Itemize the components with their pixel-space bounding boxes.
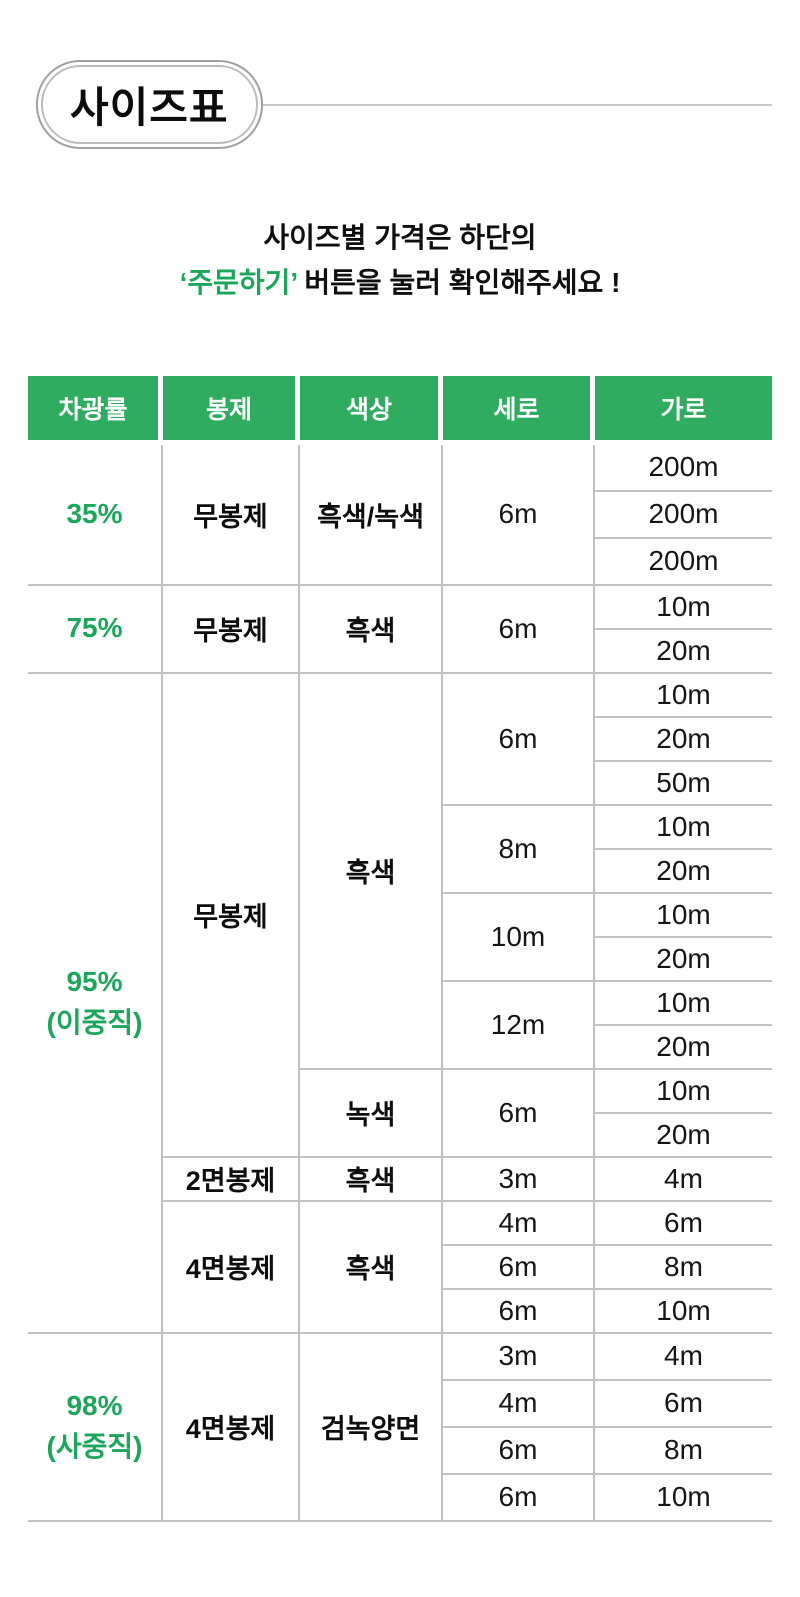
notice-line-2-rest: 버튼을 눌러 확인해주세요 ! <box>297 267 621 299</box>
cell-shade-rate: 98% (사중직) <box>28 1333 163 1522</box>
cell-horizontal: 20m <box>595 1113 772 1158</box>
section-badge-title: 사이즈표 <box>70 84 229 131</box>
table-row: 녹색 6m 10m <box>28 1069 772 1158</box>
cell-horizontal: 200m <box>595 538 772 586</box>
cell-sewing: 무봉제 <box>163 585 300 674</box>
table-row: 10m 10m <box>28 893 772 982</box>
cell-horizontal: 10m <box>595 585 772 630</box>
table-row: 8m 10m <box>28 805 772 894</box>
cell-horizontal: 10m <box>595 1289 772 1334</box>
cell-color: 검녹양면 <box>300 1333 443 1522</box>
cell-horizontal: 10m <box>595 805 772 850</box>
cell-vertical: 4m <box>443 1380 595 1428</box>
cell-vertical: 8m <box>443 805 595 894</box>
cell-vertical: 4m <box>443 1201 595 1246</box>
cell-vertical: 3m <box>443 1333 595 1381</box>
section-header: 사이즈표 <box>0 0 800 149</box>
cell-vertical: 6m <box>443 1069 595 1158</box>
table-row: 20m <box>28 717 772 762</box>
cell-horizontal: 8m <box>595 1245 772 1290</box>
table-row: 95% (이중직) 무봉제 흑색 6m 10m <box>28 673 772 1334</box>
table-row: 20m <box>28 1025 772 1070</box>
cell-color: 흑색 <box>300 673 443 1070</box>
cell-horizontal: 10m <box>595 673 772 718</box>
cell-horizontal: 20m <box>595 849 772 894</box>
cell-horizontal: 10m <box>595 893 772 938</box>
notice-line-2: ‘주문하기’ 버튼을 눌러 확인해주세요 ! <box>0 260 800 305</box>
cell-horizontal: 8m <box>595 1427 772 1475</box>
cell-vertical: 6m <box>443 1474 595 1522</box>
table-row: 4m 6m <box>28 1380 772 1428</box>
notice-text: 사이즈별 가격은 하단의 ‘주문하기’ 버튼을 눌러 확인해주세요 ! <box>0 215 800 306</box>
cell-vertical: 6m <box>443 1427 595 1475</box>
table-row: 35% 무봉제 흑색/녹색 6m 200m <box>28 444 772 586</box>
cell-sewing: 무봉제 <box>163 673 300 1158</box>
cell-vertical: 3m <box>443 1157 595 1202</box>
table-row: 4면봉제 흑색 4m 6m <box>28 1201 772 1334</box>
cell-horizontal: 6m <box>595 1201 772 1246</box>
table-header-row: 차광률 봉제 색상 세로 가로 <box>28 375 772 445</box>
cell-color: 흑색 <box>300 585 443 674</box>
cell-vertical: 6m <box>443 444 595 586</box>
cell-sewing: 4면봉제 <box>163 1333 300 1522</box>
cell-color: 녹색 <box>300 1069 443 1158</box>
size-table: 차광률 봉제 색상 세로 가로 35% 무봉제 흑색/녹색 6m 200m 20… <box>28 375 772 1522</box>
table-row: 20m <box>28 937 772 982</box>
table-row: 6m 8m <box>28 1427 772 1475</box>
cell-shade-rate: 75% <box>28 585 163 674</box>
cell-horizontal: 10m <box>595 1069 772 1114</box>
table-row: 50m <box>28 761 772 806</box>
cell-horizontal: 6m <box>595 1380 772 1428</box>
table-row: 98% (사중직) 4면봉제 검녹양면 3m 4m <box>28 1333 772 1522</box>
cell-sewing: 4면봉제 <box>163 1201 300 1334</box>
col-header-color: 색상 <box>300 375 443 445</box>
table-row: 2면봉제 흑색 3m 4m <box>28 1157 772 1202</box>
header-divider-line <box>262 103 772 106</box>
cell-shade-rate: 95% (이중직) <box>28 673 163 1334</box>
cell-horizontal: 10m <box>595 981 772 1026</box>
cell-vertical: 6m <box>443 673 595 806</box>
cell-horizontal: 20m <box>595 1025 772 1070</box>
col-header-horizontal: 가로 <box>595 375 772 445</box>
cell-vertical: 10m <box>443 893 595 982</box>
cell-horizontal: 4m <box>595 1157 772 1202</box>
col-header-shade-rate: 차광률 <box>28 375 163 445</box>
table-row: 75% 무봉제 흑색 6m 10m <box>28 585 772 674</box>
table-row: 12m 10m <box>28 981 772 1070</box>
table-row: 20m <box>28 1113 772 1158</box>
col-header-vertical: 세로 <box>443 375 595 445</box>
table-row: 200m <box>28 538 772 586</box>
cell-sewing: 2면봉제 <box>163 1157 300 1202</box>
cell-shade-rate: 35% <box>28 444 163 586</box>
cell-sewing: 무봉제 <box>163 444 300 586</box>
cell-vertical: 12m <box>443 981 595 1070</box>
table-row: 200m <box>28 491 772 539</box>
cell-horizontal: 10m <box>595 1474 772 1522</box>
table-row: 20m <box>28 629 772 674</box>
table-row: 6m 10m <box>28 1474 772 1522</box>
table-row: 20m <box>28 849 772 894</box>
table-row: 6m 10m <box>28 1289 772 1334</box>
notice-highlight: ‘주문하기’ <box>179 267 298 299</box>
cell-horizontal: 20m <box>595 937 772 982</box>
col-header-sewing: 봉제 <box>163 375 300 445</box>
cell-vertical: 6m <box>443 1245 595 1290</box>
cell-horizontal: 200m <box>595 444 772 492</box>
cell-color: 흑색 <box>300 1157 443 1202</box>
cell-vertical: 6m <box>443 585 595 674</box>
notice-line-1: 사이즈별 가격은 하단의 <box>263 222 537 253</box>
cell-horizontal: 50m <box>595 761 772 806</box>
cell-color: 흑색/녹색 <box>300 444 443 586</box>
cell-horizontal: 20m <box>595 629 772 674</box>
cell-color: 흑색 <box>300 1201 443 1334</box>
table-row: 6m 8m <box>28 1245 772 1290</box>
section-badge: 사이즈표 <box>36 60 263 149</box>
cell-horizontal: 4m <box>595 1333 772 1381</box>
cell-horizontal: 200m <box>595 491 772 539</box>
cell-vertical: 6m <box>443 1289 595 1334</box>
cell-horizontal: 20m <box>595 717 772 762</box>
